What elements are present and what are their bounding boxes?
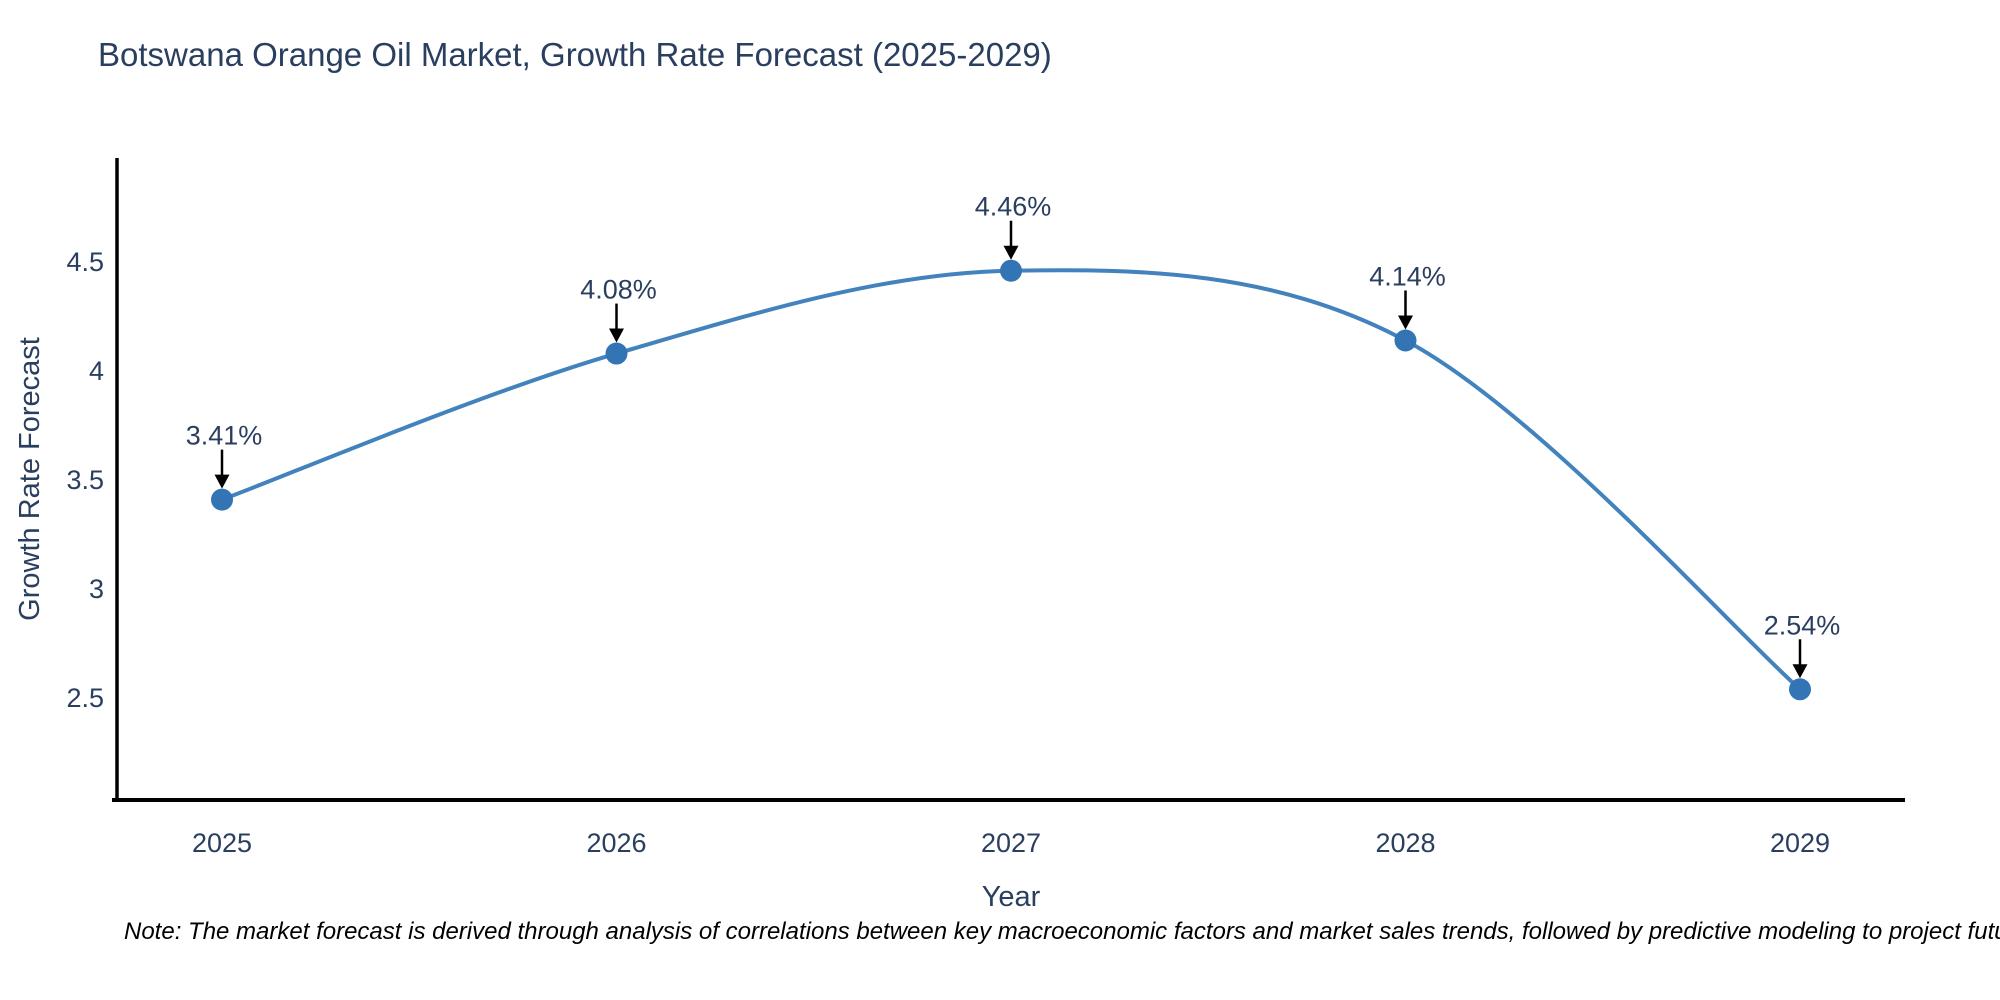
data-point-marker — [1394, 329, 1417, 352]
x-tick-label: 2029 — [1770, 828, 1830, 858]
y-tick-label: 3 — [89, 574, 104, 604]
annotation-label: 3.41% — [186, 421, 263, 451]
x-tick-label: 2028 — [1375, 828, 1435, 858]
data-point-marker — [211, 488, 233, 511]
annotation-label: 2.54% — [1764, 610, 1841, 640]
data-point-marker — [1789, 678, 1811, 701]
chart-title: Botswana Orange Oil Market, Growth Rate … — [98, 36, 1052, 73]
data-point-marker — [1000, 259, 1022, 282]
annotation-label: 4.08% — [580, 275, 657, 305]
y-axis-title: Growth Rate Forecast — [14, 337, 46, 621]
data-point-marker — [605, 342, 628, 365]
x-tick-label: 2026 — [586, 828, 646, 858]
y-tick-label: 3.5 — [66, 465, 104, 495]
x-tick-label: 2025 — [192, 828, 252, 858]
annotation-arrow-head — [1003, 245, 1019, 260]
annotation-label: 4.14% — [1369, 261, 1446, 291]
y-tick-label: 2.5 — [66, 683, 104, 713]
x-tick-label: 2027 — [981, 828, 1041, 858]
annotation-arrow-head — [609, 328, 624, 343]
annotation-arrow-head — [1398, 315, 1413, 330]
annotation-arrow-head — [214, 474, 230, 489]
x-axis-title: Year — [982, 881, 1041, 913]
footnote: Note: The market forecast is derived thr… — [124, 918, 2000, 945]
forecast-line — [220, 268, 1802, 692]
y-tick-label: 4 — [89, 356, 104, 386]
annotation-label: 4.46% — [975, 192, 1052, 222]
y-tick-label: 4.5 — [66, 247, 104, 277]
annotation-arrow-head — [1792, 664, 1808, 679]
